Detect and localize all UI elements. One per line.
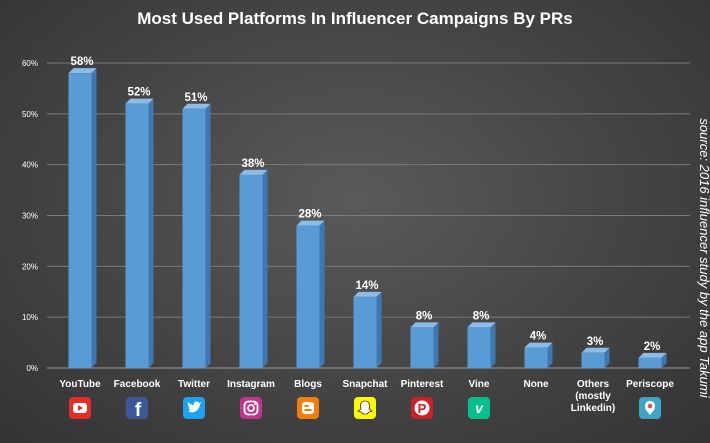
- data-label: 4%: [530, 331, 547, 343]
- bar-front: [524, 347, 548, 368]
- bar-side: [91, 68, 97, 369]
- bar-front: [410, 327, 434, 368]
- bar: [410, 322, 439, 368]
- bar: [296, 220, 325, 368]
- y-tick-label: 50%: [22, 110, 38, 119]
- data-label: 14%: [355, 280, 378, 292]
- bar-side: [376, 291, 382, 368]
- bar-side: [490, 322, 496, 368]
- x-tick-label: Blogs: [294, 379, 322, 390]
- blogger-icon: [297, 397, 319, 419]
- snapchat-icon: [354, 397, 376, 419]
- bar: [524, 342, 553, 368]
- data-label: 51%: [184, 92, 207, 104]
- bar-front: [182, 108, 206, 368]
- facebook-icon: f: [126, 397, 148, 421]
- x-tick-label: Snapchat: [342, 379, 388, 390]
- data-label: 3%: [587, 336, 604, 348]
- x-tick-label: Twitter: [178, 379, 210, 390]
- bar: [581, 347, 610, 368]
- periscope-icon: [639, 397, 661, 419]
- bar: [68, 68, 97, 369]
- data-label: 28%: [298, 209, 321, 221]
- y-tick-label: 60%: [22, 59, 38, 68]
- data-label: 8%: [416, 310, 433, 322]
- chart-title: Most Used Platforms In Influencer Campai…: [137, 9, 572, 28]
- bar-front: [68, 73, 92, 369]
- data-label: 58%: [70, 56, 93, 68]
- bar-top: [638, 352, 667, 358]
- bar: [638, 352, 667, 368]
- x-tick-label: Instagram: [227, 379, 275, 390]
- bar-front: [638, 357, 662, 368]
- bar-side: [205, 103, 211, 368]
- y-axis: 0% 10% 20% 30% 40% 50% 60%: [22, 59, 38, 373]
- bar-top: [68, 68, 97, 74]
- bar-side: [604, 347, 610, 368]
- bar-top: [296, 220, 325, 226]
- bar-top: [182, 103, 211, 109]
- bar: [467, 322, 496, 368]
- y-tick-label: 40%: [22, 161, 38, 170]
- youtube-icon: [69, 397, 91, 419]
- data-label: 52%: [127, 87, 150, 99]
- bar: [125, 98, 154, 369]
- bar-front: [296, 225, 320, 368]
- bar: [353, 291, 382, 368]
- x-tick-label: Pinterest: [401, 379, 444, 390]
- y-tick-label: 10%: [22, 313, 38, 322]
- bar-front: [467, 327, 491, 368]
- bar-front: [239, 174, 263, 368]
- data-label: 8%: [473, 310, 490, 322]
- twitter-icon: [183, 397, 205, 419]
- bar-front: [581, 352, 605, 368]
- y-tick-label: 20%: [22, 262, 38, 271]
- data-labels: 58% 52% 51% 38% 28% 14% 8% 8% 4% 3% 2%: [70, 56, 660, 353]
- svg-text:P: P: [418, 401, 427, 416]
- source-note: source: 2016 influencer study by the app…: [697, 118, 710, 398]
- gridlines: [47, 62, 690, 369]
- bar-side: [148, 98, 154, 369]
- bar-top: [353, 291, 382, 297]
- bars: [68, 68, 667, 369]
- bar-side: [433, 322, 439, 368]
- pinterest-icon: P: [411, 397, 433, 419]
- svg-text:v: v: [475, 400, 484, 416]
- bar-top: [239, 169, 268, 175]
- bar-side: [661, 352, 667, 368]
- bar: [239, 169, 268, 368]
- bar-top: [581, 347, 610, 353]
- bar-front: [125, 103, 149, 369]
- y-tick-label: 0%: [26, 364, 38, 373]
- y-tick-label: 30%: [22, 212, 38, 221]
- x-tick-label: Facebook: [114, 379, 161, 390]
- bar-side: [319, 220, 325, 368]
- bar: [182, 103, 211, 368]
- x-tick-label: Others (mostly Linkedin): [571, 379, 615, 414]
- x-tick-label: YouTube: [59, 379, 101, 390]
- x-tick-label: Periscope: [626, 379, 674, 390]
- vine-icon: v: [468, 397, 490, 419]
- bar-top: [467, 322, 496, 328]
- bar-side: [547, 342, 553, 368]
- svg-text:f: f: [135, 400, 142, 421]
- bar-top: [524, 342, 553, 348]
- x-axis-labels: YouTube Facebook Twitter Instagram Blogs Snap…: [59, 379, 674, 414]
- bar-top: [410, 322, 439, 328]
- bar-top: [125, 98, 154, 104]
- instagram-icon: [240, 397, 262, 419]
- x-tick-label: None: [524, 379, 549, 390]
- data-label: 2%: [644, 341, 661, 353]
- data-label: 38%: [241, 158, 264, 170]
- x-tick-label: Vine: [469, 379, 490, 390]
- bar-side: [262, 169, 268, 368]
- bar-front: [353, 296, 377, 368]
